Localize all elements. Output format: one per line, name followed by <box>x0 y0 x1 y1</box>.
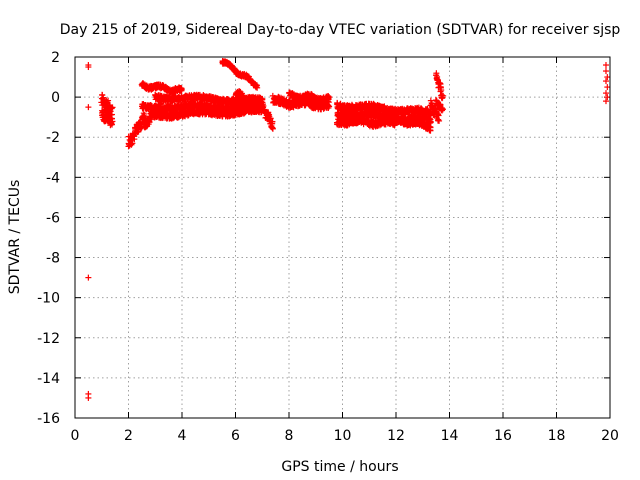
data-point <box>604 74 611 81</box>
y-tick-label: -4 <box>46 170 60 186</box>
data-point <box>99 107 106 114</box>
y-tick-label: 2 <box>51 50 60 66</box>
x-tick-label: 10 <box>334 428 352 444</box>
data-point <box>85 104 92 111</box>
y-tick-label: -2 <box>46 130 60 146</box>
x-tick-label: 4 <box>178 428 187 444</box>
data-point <box>85 64 92 71</box>
data-point <box>602 68 609 75</box>
grid-lines <box>75 57 610 418</box>
x-tick-label: 20 <box>601 428 619 444</box>
data-point <box>109 104 116 111</box>
x-tick-label: 6 <box>231 428 240 444</box>
data-point <box>604 94 611 101</box>
x-tick-label: 16 <box>494 428 512 444</box>
x-tick-label: 0 <box>71 428 80 444</box>
data-point <box>602 62 609 69</box>
y-tick-label: -10 <box>37 291 60 307</box>
y-tick-label: -14 <box>37 371 60 387</box>
y-axis-ticks: 2 0 -2 -4 -6 -8 -10 -12 -14 -16 <box>37 50 610 427</box>
data-point <box>109 118 116 125</box>
data-point <box>178 86 185 93</box>
y-tick-label: -8 <box>46 251 60 267</box>
data-point <box>602 98 609 105</box>
data-point <box>604 84 611 91</box>
data-point <box>602 90 609 97</box>
x-tick-label: 14 <box>441 428 459 444</box>
y-tick-label: -6 <box>46 210 60 226</box>
x-axis-ticks: 0 2 4 6 8 10 12 14 16 18 20 <box>71 57 619 444</box>
chart-title: Day 215 of 2019, Sidereal Day-to-day VTE… <box>60 22 621 38</box>
data-point <box>602 78 609 85</box>
y-axis-label: SDTVAR / TECUs <box>7 180 23 295</box>
x-tick-label: 8 <box>285 428 294 444</box>
y-tick-label: -12 <box>37 331 60 347</box>
data-point <box>104 110 111 117</box>
data-points <box>85 57 611 401</box>
data-point <box>85 394 92 401</box>
y-tick-label: -16 <box>37 411 60 427</box>
x-tick-label: 2 <box>124 428 133 444</box>
x-tick-label: 18 <box>548 428 566 444</box>
x-tick-label: 12 <box>387 428 405 444</box>
y-tick-label: 0 <box>51 90 60 106</box>
data-point <box>105 97 112 104</box>
data-point <box>85 274 92 281</box>
x-axis-label: GPS time / hours <box>281 459 398 475</box>
